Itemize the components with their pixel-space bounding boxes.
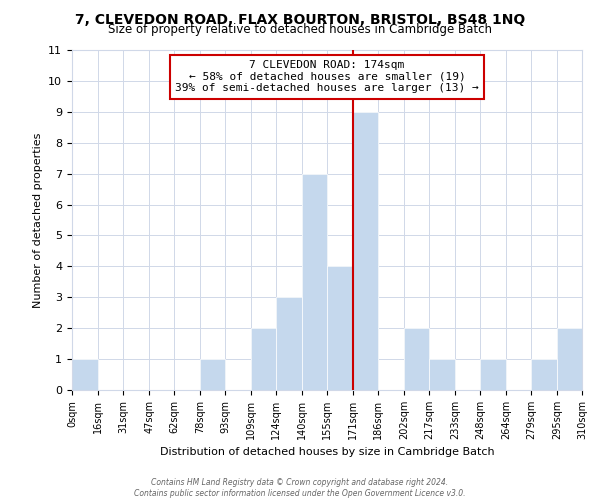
Bar — [557, 328, 582, 390]
Bar — [429, 359, 455, 390]
Bar — [480, 359, 506, 390]
Text: 7, CLEVEDON ROAD, FLAX BOURTON, BRISTOL, BS48 1NQ: 7, CLEVEDON ROAD, FLAX BOURTON, BRISTOL,… — [75, 12, 525, 26]
Bar — [353, 112, 378, 390]
Bar — [251, 328, 276, 390]
Bar — [531, 359, 557, 390]
Text: Contains HM Land Registry data © Crown copyright and database right 2024.
Contai: Contains HM Land Registry data © Crown c… — [134, 478, 466, 498]
Text: Size of property relative to detached houses in Cambridge Batch: Size of property relative to detached ho… — [108, 22, 492, 36]
Bar — [200, 359, 225, 390]
Bar — [327, 266, 353, 390]
Bar — [276, 298, 302, 390]
Bar — [404, 328, 429, 390]
Bar — [72, 359, 98, 390]
X-axis label: Distribution of detached houses by size in Cambridge Batch: Distribution of detached houses by size … — [160, 448, 494, 458]
Bar — [302, 174, 327, 390]
Text: 7 CLEVEDON ROAD: 174sqm
← 58% of detached houses are smaller (19)
39% of semi-de: 7 CLEVEDON ROAD: 174sqm ← 58% of detache… — [175, 60, 479, 94]
Y-axis label: Number of detached properties: Number of detached properties — [33, 132, 43, 308]
